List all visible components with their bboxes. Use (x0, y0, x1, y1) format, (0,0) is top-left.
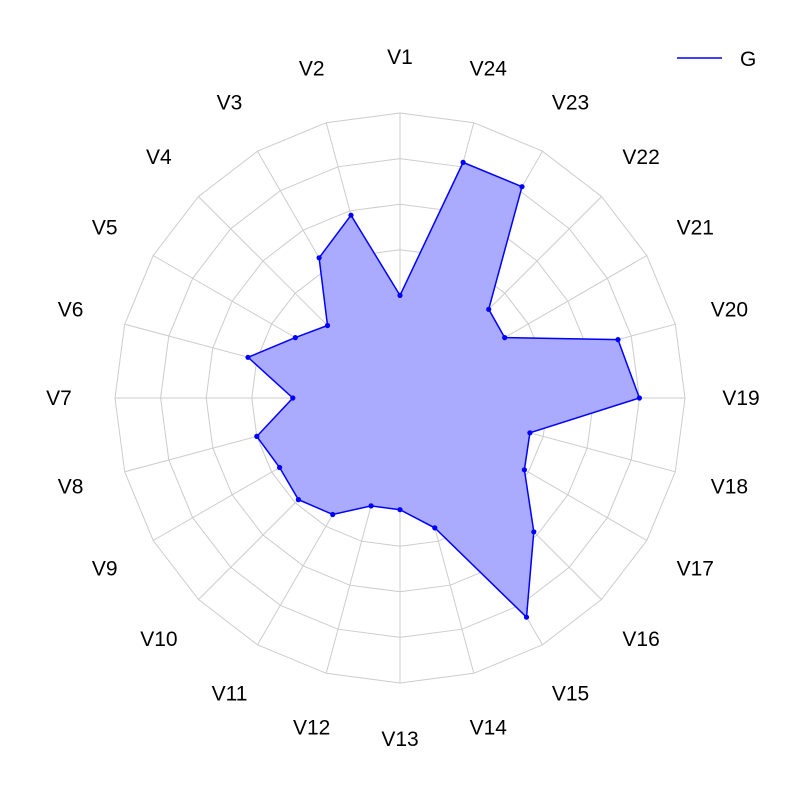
data-point-v23 (519, 184, 525, 190)
axis-label-v18: V18 (711, 475, 748, 498)
axis-label-v8: V8 (58, 475, 84, 498)
axis-label-v5: V5 (92, 217, 118, 240)
data-point-v9 (277, 464, 283, 471)
axis-label-v22: V22 (622, 146, 659, 169)
axis-label-v11: V11 (212, 682, 248, 705)
data-point-v15 (523, 614, 530, 620)
data-point-v22 (486, 306, 492, 312)
axis-label-v3: V3 (217, 92, 243, 115)
data-point-v14 (432, 525, 438, 531)
axis-label-v10: V10 (140, 628, 177, 651)
data-point-v7 (290, 395, 296, 401)
data-point-v1 (397, 292, 403, 298)
data-point-v18 (527, 430, 533, 436)
data-point-v5 (292, 335, 298, 341)
data-point-v21 (502, 335, 508, 341)
axis-label-v15: V15 (552, 682, 589, 705)
radar-axis-labels: V1 V2 V3 V4 V5 V6 V7 V8 V9 V10 V11 V12 V13 V14 V15 V16 V… (46, 46, 760, 751)
axis-label-v6: V6 (58, 299, 84, 322)
data-point-v2 (348, 212, 354, 218)
axis-label-v14: V14 (470, 716, 508, 739)
axis-label-v19: V19 (722, 387, 759, 410)
axis-label-v23: V23 (552, 92, 589, 115)
data-point-v19 (636, 395, 643, 401)
data-point-v17 (521, 467, 528, 473)
axis-label-v21: V21 (677, 217, 714, 240)
axis-label-v7: V7 (46, 387, 72, 410)
axis-label-v9: V9 (92, 558, 118, 581)
axis-label-v4: V4 (146, 146, 172, 169)
data-point-v10 (295, 497, 301, 503)
data-point-v3 (316, 255, 322, 261)
series-area (248, 162, 640, 618)
axis-label-v13: V13 (381, 728, 418, 751)
legend: G (677, 48, 756, 71)
data-point-v8 (254, 433, 260, 439)
axis-label-v2: V2 (299, 58, 325, 81)
data-point-v4 (324, 322, 331, 329)
axis-label-v16: V16 (622, 628, 659, 651)
data-point-v24 (460, 159, 466, 165)
data-point-v6 (245, 354, 251, 360)
axis-label-v1: V1 (387, 46, 413, 69)
data-point-v12 (368, 503, 374, 509)
axis-label-v17: V17 (677, 558, 714, 581)
data-point-v20 (615, 337, 621, 343)
data-point-v16 (531, 529, 537, 535)
axis-label-v12: V12 (293, 716, 330, 739)
data-point-v13 (397, 507, 403, 513)
legend-label: G (740, 48, 756, 71)
axis-label-v20: V20 (711, 299, 748, 322)
data-point-v11 (330, 511, 336, 518)
axis-label-v24: V24 (470, 58, 508, 81)
radar-series-layer (245, 159, 643, 620)
